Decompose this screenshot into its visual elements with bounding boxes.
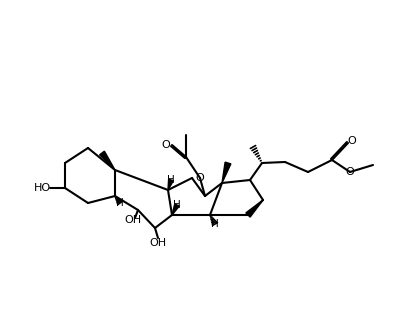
Polygon shape xyxy=(222,162,231,183)
Polygon shape xyxy=(100,151,115,170)
Text: O: O xyxy=(162,140,170,150)
Text: OH: OH xyxy=(125,215,141,225)
Text: OH: OH xyxy=(150,238,166,248)
Polygon shape xyxy=(246,200,263,217)
Text: O: O xyxy=(195,173,204,183)
Polygon shape xyxy=(168,179,173,190)
Text: O: O xyxy=(348,136,356,146)
Text: H: H xyxy=(167,175,175,185)
Text: O: O xyxy=(346,167,354,177)
Text: H: H xyxy=(211,219,219,229)
Text: H: H xyxy=(173,200,181,210)
Text: H: H xyxy=(116,198,124,208)
Polygon shape xyxy=(172,204,179,215)
Text: HO: HO xyxy=(33,183,50,193)
